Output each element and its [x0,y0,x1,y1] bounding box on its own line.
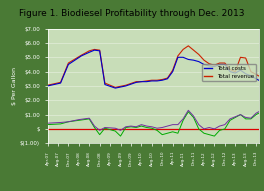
Legend: Total costs, Total revenue: Total costs, Total revenue [202,64,256,81]
Text: Figure 1. Biodiesel Profitability through Dec. 2013: Figure 1. Biodiesel Profitability throug… [19,9,245,18]
Y-axis label: $ Per Gallon: $ Per Gallon [12,67,17,105]
